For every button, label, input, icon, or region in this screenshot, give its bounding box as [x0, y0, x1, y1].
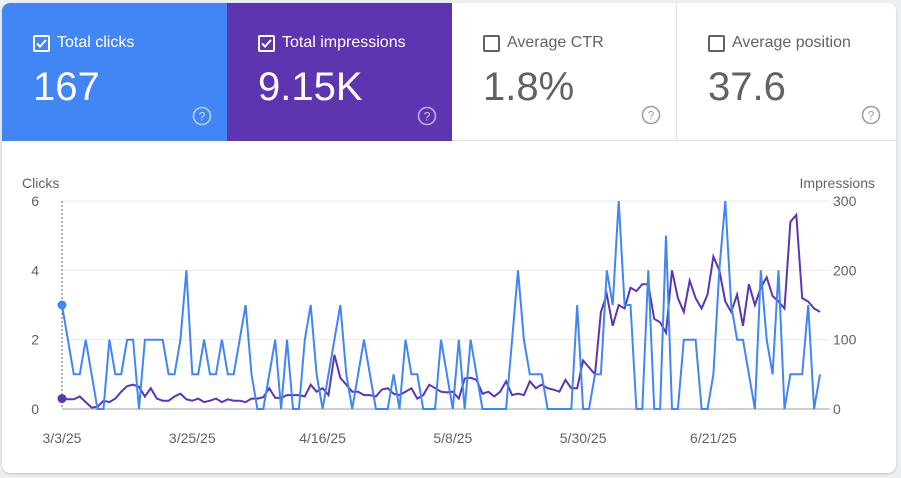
checkbox-total-clicks[interactable]	[33, 34, 50, 52]
x-tick-label: 5/30/25	[560, 430, 607, 446]
x-tick-label: 5/8/25	[433, 430, 472, 446]
right-axis-title: Impressions	[800, 175, 875, 191]
tile-header: Total impressions	[258, 34, 406, 52]
impressions-hover-marker	[57, 394, 67, 404]
help-circle-icon[interactable]: ?	[417, 106, 437, 126]
tile-value: 167	[33, 65, 100, 109]
svg-text:?: ?	[868, 109, 875, 123]
tile-total-clicks[interactable]: Total clicks 167 ?	[2, 3, 227, 141]
tile-label: Total clicks	[57, 34, 135, 51]
x-tick-label: 3/25/25	[169, 430, 216, 446]
tile-label: Average CTR	[507, 34, 604, 51]
svg-text:?: ?	[648, 109, 655, 123]
checkbox-average-position[interactable]	[708, 34, 725, 52]
right-tick-label: 100	[833, 332, 857, 348]
checkmark-icon	[36, 38, 47, 48]
right-tick-label: 300	[833, 193, 857, 209]
x-tick-label: 3/3/25	[43, 430, 82, 446]
metric-tiles: Total clicks 167 ? Total impressions 9.1…	[2, 3, 896, 141]
tile-header: Average position	[708, 34, 851, 52]
x-tick-label: 6/21/25	[690, 430, 737, 446]
checkbox-average-ctr[interactable]	[483, 34, 500, 52]
left-tick-label: 0	[31, 401, 39, 417]
checkmark-icon	[261, 38, 272, 48]
performance-chart[interactable]: Clicks Impressions 0 2 4 6 0 100 200 300 3/3/2…	[2, 141, 896, 473]
x-axis-ticks: 3/3/25 3/25/25 4/16/25 5/8/25 5/30/25 6/21/25	[43, 430, 737, 446]
tile-value: 9.15K	[258, 65, 363, 109]
left-tick-label: 4	[31, 262, 39, 278]
help-circle-icon[interactable]: ?	[192, 106, 212, 126]
checkbox-total-impressions[interactable]	[258, 34, 275, 52]
help-circle-icon[interactable]: ?	[861, 105, 881, 125]
right-tick-label: 0	[833, 401, 841, 417]
tile-total-impressions[interactable]: Total impressions 9.15K ?	[227, 3, 452, 141]
right-tick-label: 200	[833, 262, 857, 278]
hover-markers	[57, 300, 67, 404]
performance-card: Total clicks 167 ? Total impressions 9.1…	[2, 3, 896, 473]
tile-average-ctr[interactable]: Average CTR 1.8% ?	[452, 3, 677, 141]
tile-value: 37.6	[708, 65, 786, 109]
tile-label: Total impressions	[282, 34, 406, 51]
left-tick-label: 6	[31, 193, 39, 209]
series-impressions-line	[61, 212, 821, 409]
left-tick-label: 2	[31, 332, 39, 348]
tile-label: Average position	[732, 34, 851, 51]
tile-header: Total clicks	[33, 34, 134, 52]
left-axis-title: Clicks	[22, 175, 59, 191]
help-circle-icon[interactable]: ?	[641, 105, 661, 125]
tile-value: 1.8%	[483, 65, 575, 109]
clicks-hover-marker	[57, 300, 67, 310]
chart-grid	[62, 200, 830, 410]
svg-text:?: ?	[199, 110, 206, 124]
series-clicks-line	[61, 200, 821, 410]
tile-average-position[interactable]: Average position 37.6 ?	[677, 3, 896, 141]
svg-text:?: ?	[424, 110, 431, 124]
left-axis-ticks: 0 2 4 6	[31, 193, 39, 417]
right-axis-ticks: 0 100 200 300	[833, 193, 857, 417]
x-tick-label: 4/16/25	[299, 430, 346, 446]
tile-header: Average CTR	[483, 34, 604, 52]
